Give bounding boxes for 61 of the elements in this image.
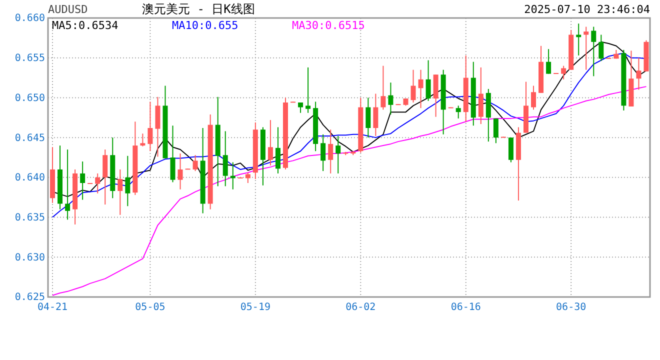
candlestick [268, 120, 273, 166]
text: MA5:0.6534 [52, 19, 119, 32]
chart-subtitle: AUDUSD [48, 3, 88, 16]
y-tick-label: 0.650 [14, 92, 45, 104]
candlestick [366, 97, 371, 138]
candlestick [125, 155, 130, 207]
candlestick [576, 23, 582, 56]
candlestick [418, 69, 424, 109]
candlestick [561, 65, 566, 80]
text: 2025-07-10 23:46:04 [524, 3, 650, 16]
y-tick-label: 0.640 [14, 172, 45, 184]
candlestick [80, 160, 86, 200]
candlestick [598, 34, 604, 62]
y-tick-label: 0.630 [14, 252, 45, 264]
y-tick-label: 0.660 [14, 13, 45, 24]
x-tick-label: 06-02 [346, 302, 376, 314]
candlestick [531, 85, 536, 110]
chart-title: 澳元美元 - 日K线图 [142, 2, 255, 16]
candlestick [102, 149, 108, 206]
x-tick-label: 05-05 [135, 302, 166, 314]
candlestick [118, 168, 123, 216]
y-tick-label: 0.625 [14, 292, 45, 304]
candlestick [95, 172, 100, 194]
candlestick [591, 26, 596, 77]
candlestick [306, 66, 311, 114]
x-tick-label: 06-16 [450, 302, 481, 314]
x-tick-label: 04-21 [37, 302, 68, 314]
candlestick [178, 153, 183, 190]
candlestick [222, 130, 228, 187]
candlestick [546, 48, 552, 74]
line-series [52, 86, 647, 296]
candlestick [140, 133, 146, 147]
candlestick [456, 105, 461, 119]
candlestick [155, 96, 160, 158]
candlestick [478, 66, 484, 125]
text: MA30:0.6515 [292, 19, 365, 32]
candlestick [426, 60, 431, 102]
y-tick-label: 0.635 [14, 212, 45, 224]
candlestick [410, 69, 416, 103]
candlestick [328, 129, 334, 174]
candlestick [636, 57, 642, 90]
candlestick [388, 82, 394, 115]
candlestick [508, 137, 514, 163]
candlestick [245, 172, 250, 184]
candlestick [584, 26, 589, 70]
x-tick-label: 05-19 [240, 302, 270, 314]
candlestick [192, 154, 198, 172]
candlestick [380, 65, 386, 110]
y-tick-label: 0.655 [14, 53, 45, 64]
candlestick [148, 101, 153, 152]
text: MA10:0.655 [172, 19, 238, 32]
candlestick [275, 126, 280, 174]
candlestick [320, 134, 326, 172]
x-tick-label: 06-30 [556, 302, 586, 314]
candlestick [493, 118, 498, 144]
candlestick [170, 125, 176, 183]
candlestick [336, 135, 341, 174]
y-tick-label: 0.645 [14, 132, 45, 144]
candlestick [433, 74, 438, 118]
candlestick [373, 93, 378, 136]
candlestick [65, 149, 70, 220]
